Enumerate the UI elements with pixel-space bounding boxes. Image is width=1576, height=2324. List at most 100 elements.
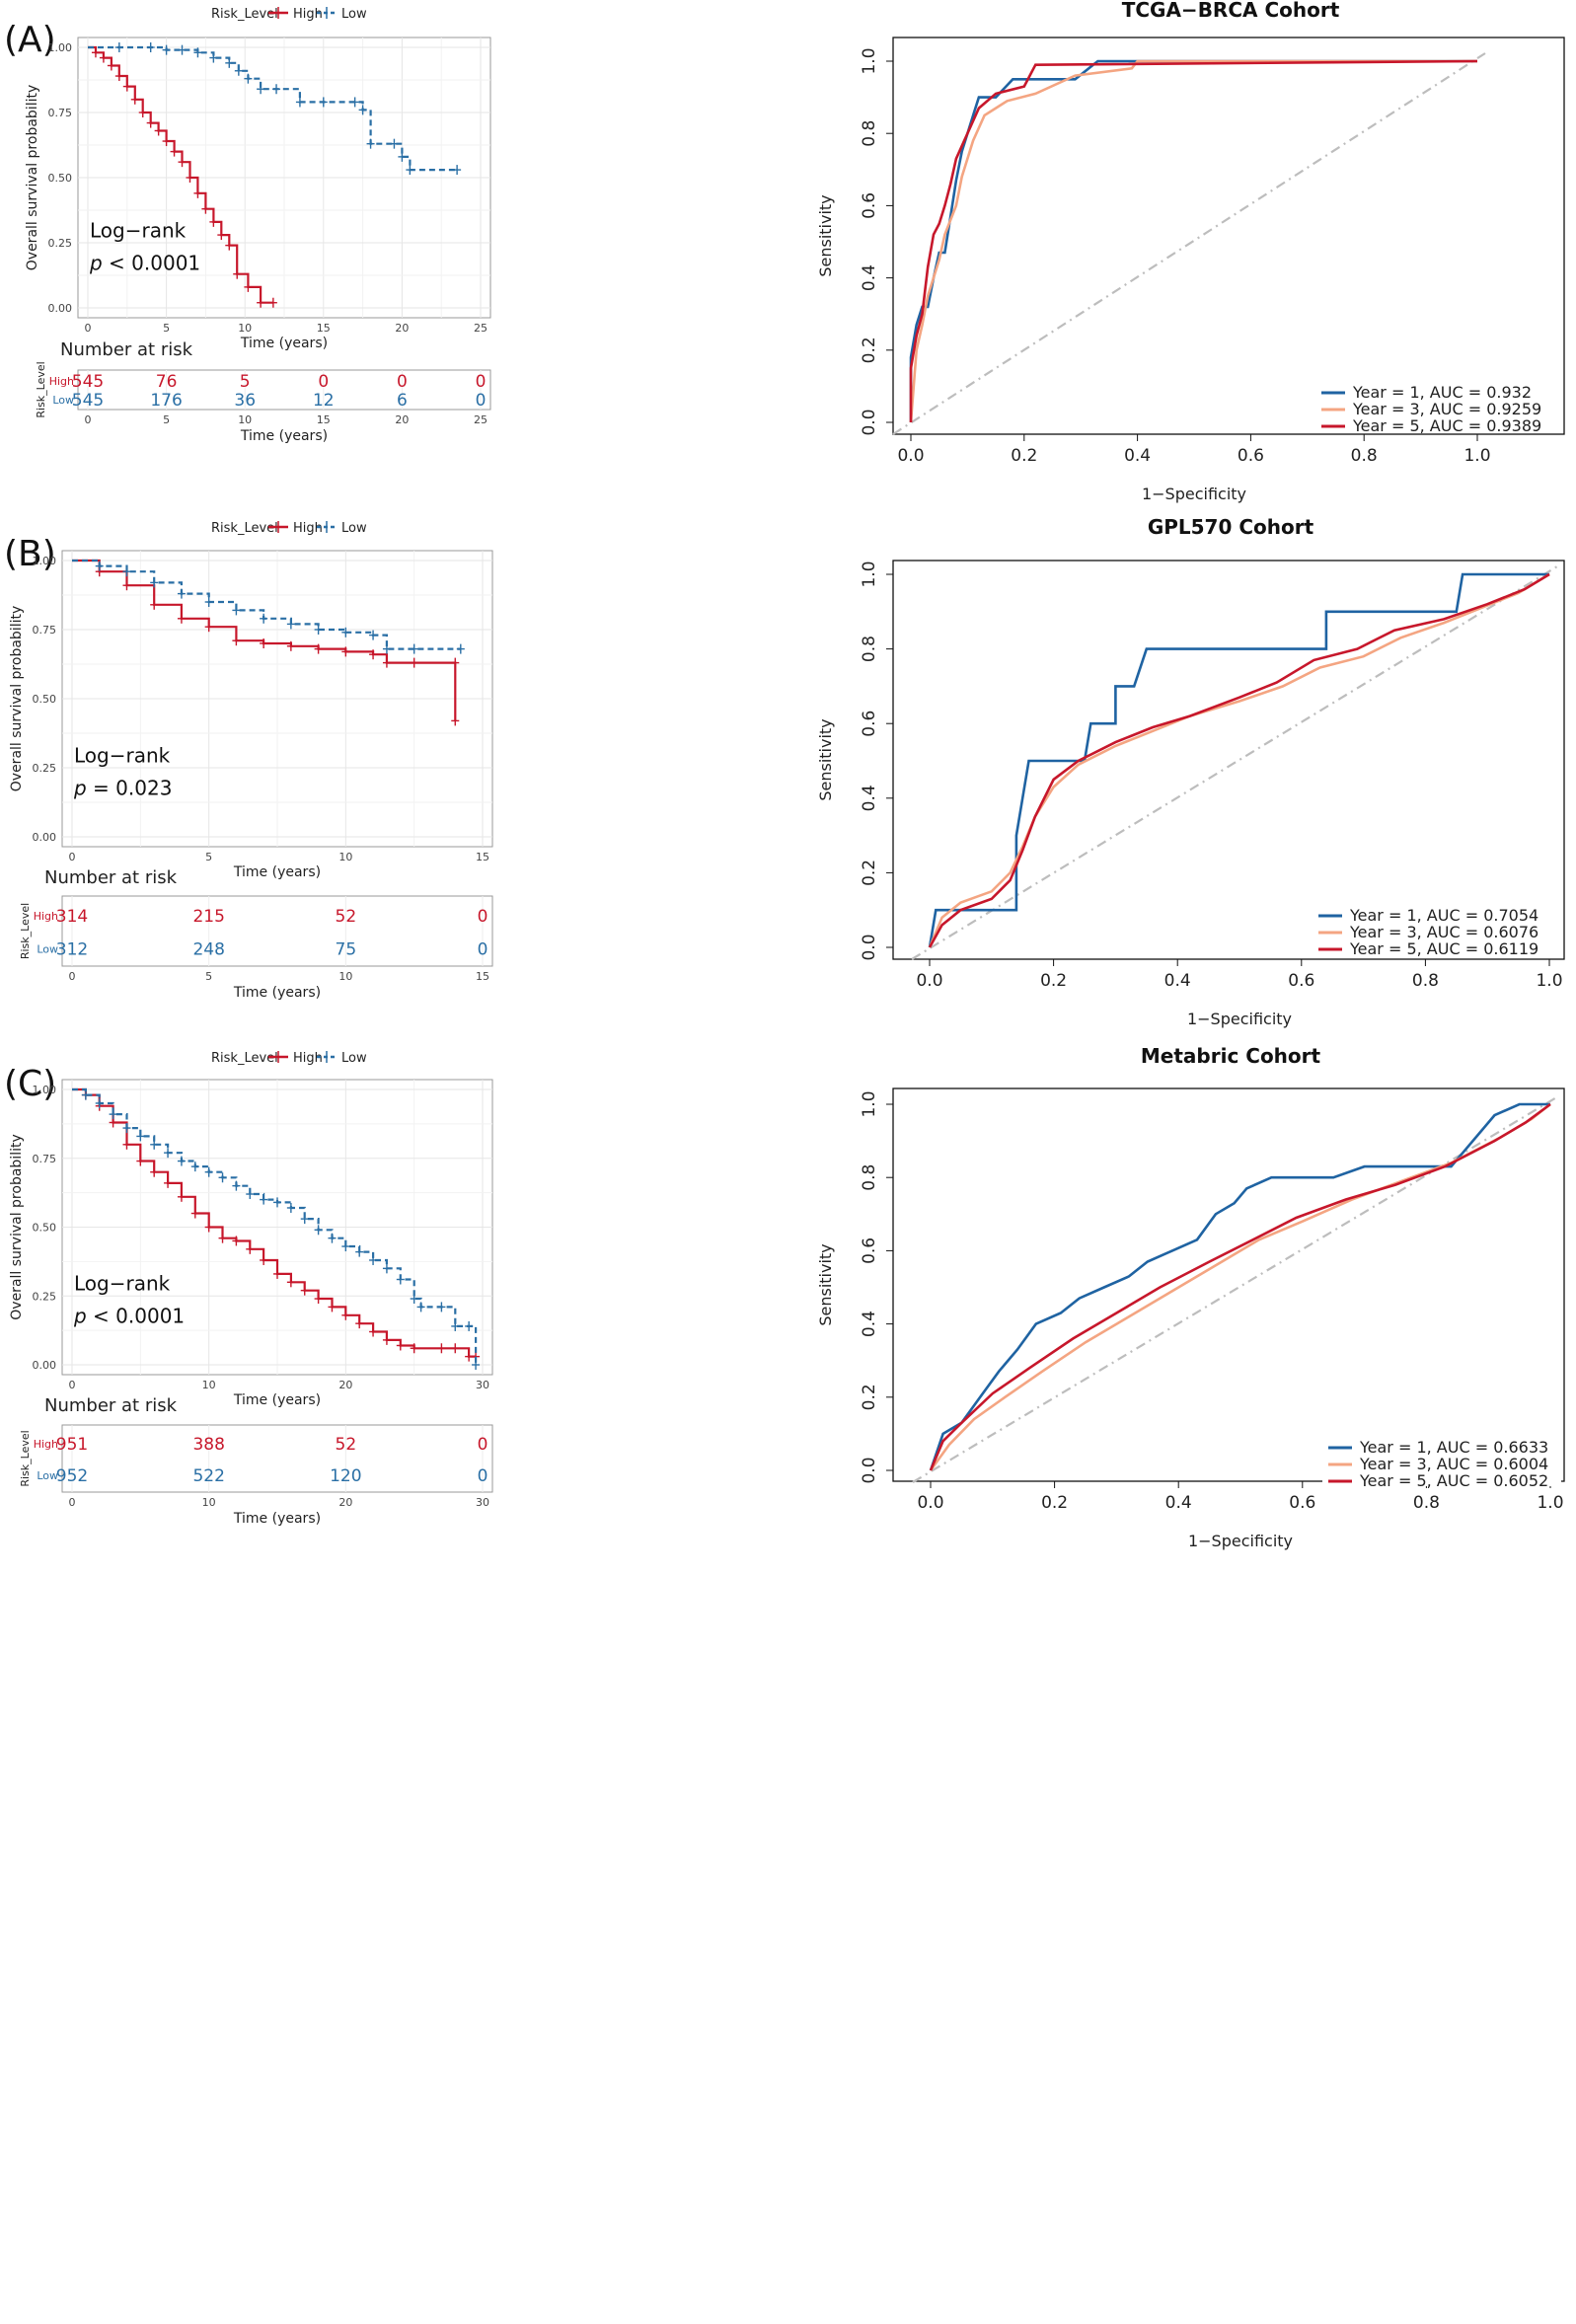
roc-y-tick-label: 0.4 — [860, 264, 879, 291]
roc-y-tick-label: 0.6 — [860, 192, 879, 219]
risk-count: 0 — [476, 372, 487, 392]
roc-x-tick-label: 1.0 — [1463, 446, 1490, 466]
risk-row-axis-label: Risk_Level — [35, 361, 47, 417]
risk-x-tick-label: 25 — [474, 413, 488, 426]
km-y-tick-label: 1.00 — [48, 41, 73, 54]
risk-table-title: Number at risk — [44, 1395, 178, 1416]
km-x-tick-label: 30 — [476, 1379, 489, 1391]
roc-y-axis-label: Sensitivity — [816, 718, 835, 800]
roc-legend-label: Year = 3, AUC = 0.9259 — [1352, 400, 1541, 418]
roc-panel-1: TCGA−BRCA Cohort 0.0 0.2 0.4 0.6 0.8 1.0 0.0 0.2… — [816, 0, 1565, 503]
roc-frame — [892, 37, 1565, 435]
roc-title: Metabric Cohort — [1141, 1044, 1321, 1068]
roc-y-tick-label: 1.0 — [860, 561, 879, 587]
legend-low-label: Low — [341, 1051, 367, 1066]
risk-count: 6 — [397, 391, 408, 411]
risk-count: 0 — [478, 1435, 488, 1455]
roc-title: GPL570 Cohort — [1148, 515, 1314, 539]
roc-panel-3: Metabric Cohort 0.0 0.2 0.4 0.6 0.8 1.0 0.0 0.2 0… — [816, 1044, 1565, 1550]
risk-count: 248 — [192, 939, 224, 959]
roc-y-tick-label: 0.0 — [860, 409, 879, 435]
risk-count: 952 — [56, 1466, 88, 1486]
roc-x-tick-label: 0.4 — [1164, 971, 1191, 991]
roc-x-tick-label: 1.0 — [1537, 1493, 1563, 1513]
risk-table: Number at risk 314 215 52 0 312 248 75 0 High Low R… — [19, 867, 493, 1001]
legend-high-label: High — [293, 7, 323, 22]
risk-count: 0 — [478, 907, 488, 927]
km-y-axis-label: Overall survival probability — [25, 85, 40, 270]
risk-row-low-label: Low — [52, 394, 74, 407]
km-censor-marks-low — [81, 1089, 481, 1370]
roc-x-tick-label: 0.6 — [1288, 971, 1314, 991]
km-x-tick-label: 10 — [202, 1379, 216, 1391]
risk-count: 0 — [476, 391, 487, 411]
risk-x-tick-label: 20 — [395, 413, 409, 426]
roc-title: TCGA−BRCA Cohort — [1122, 0, 1340, 22]
risk-table-frame — [61, 895, 493, 967]
risk-count: 76 — [156, 372, 178, 392]
km-censor-marks-low — [95, 561, 465, 654]
risk-count: 120 — [330, 1466, 361, 1486]
risk-table: Number at risk 951 388 52 0 952 522 120 0 High Low… — [19, 1395, 493, 1527]
roc-y-tick-label: 0.2 — [860, 1384, 879, 1410]
roc-y-tick-label: 0.2 — [860, 860, 879, 886]
roc-legend-bg — [1315, 380, 1556, 431]
roc-x-tick-label: 0.0 — [897, 446, 924, 466]
roc-y-tick-label: 0.8 — [860, 636, 879, 662]
km-y-axis-label: Overall survival probability — [9, 606, 25, 791]
risk-count: 0 — [397, 372, 408, 392]
km-x-tick-label: 10 — [338, 851, 352, 863]
risk-count: 0 — [478, 1466, 488, 1486]
km-y-tick-label: 0.75 — [33, 624, 57, 637]
risk-x-tick-label: 10 — [238, 413, 252, 426]
km-x-tick-label: 5 — [205, 851, 212, 863]
roc-curve-year-5 — [928, 572, 1550, 948]
km-x-tick-label: 25 — [474, 322, 488, 335]
roc-y-tick-label: 0.8 — [860, 1164, 879, 1191]
km-y-tick-label: 0.75 — [48, 107, 73, 119]
roc-y-tick-label: 0.8 — [860, 120, 879, 147]
risk-x-axis-label: Time (years) — [233, 1511, 321, 1527]
roc-legend-label: Year = 3, AUC = 0.6076 — [1349, 923, 1538, 941]
roc-y-tick-label: 0.0 — [860, 934, 879, 960]
risk-row-axis-label: Risk_Level — [19, 1430, 32, 1486]
roc-x-tick-label: 0.0 — [917, 1493, 943, 1513]
panel-label: (A) — [4, 20, 56, 60]
risk-count: 388 — [192, 1435, 224, 1455]
roc-curve-year-3 — [909, 59, 1477, 423]
roc-y-tick-label: 0.6 — [860, 711, 879, 737]
roc-reference-diagonal — [912, 1095, 1559, 1483]
roc-y-tick-label: 1.0 — [860, 47, 879, 74]
roc-curve-year-5 — [909, 59, 1478, 422]
km-legend: Risk_Level High Low — [211, 1051, 367, 1066]
risk-table-frame — [61, 1424, 493, 1493]
km-censor-marks-low — [114, 42, 462, 176]
km-gridlines — [78, 37, 490, 318]
roc-x-axis-label: 1−Specificity — [1188, 1532, 1293, 1550]
risk-table-title: Number at risk — [44, 867, 178, 888]
risk-x-tick-label: 10 — [202, 1496, 216, 1509]
risk-count: 0 — [318, 372, 329, 392]
roc-frame — [892, 1087, 1565, 1482]
roc-frame — [892, 560, 1565, 960]
km-x-tick-label: 20 — [338, 1379, 352, 1391]
km-y-tick-label: 0.00 — [33, 831, 57, 844]
roc-x-tick-label: 0.2 — [1040, 971, 1067, 991]
risk-x-tick-label: 15 — [317, 413, 331, 426]
km-x-tick-label: 20 — [395, 322, 409, 335]
roc-curve-year-5 — [929, 1102, 1551, 1471]
roc-reference-diagonal — [911, 565, 1558, 960]
risk-table-frame — [77, 369, 491, 411]
risk-x-tick-label: 10 — [338, 970, 352, 983]
risk-count: 5 — [240, 372, 251, 392]
roc-y-tick-label: 0.4 — [860, 1311, 879, 1337]
roc-y-axis-label: Sensitivity — [816, 1243, 835, 1325]
risk-count: 12 — [313, 391, 335, 411]
legend-low-label: Low — [341, 521, 367, 536]
roc-legend-label: Year = 1, AUC = 0.932 — [1352, 383, 1532, 402]
risk-count: 314 — [56, 907, 88, 927]
km-curve-low — [88, 45, 458, 172]
